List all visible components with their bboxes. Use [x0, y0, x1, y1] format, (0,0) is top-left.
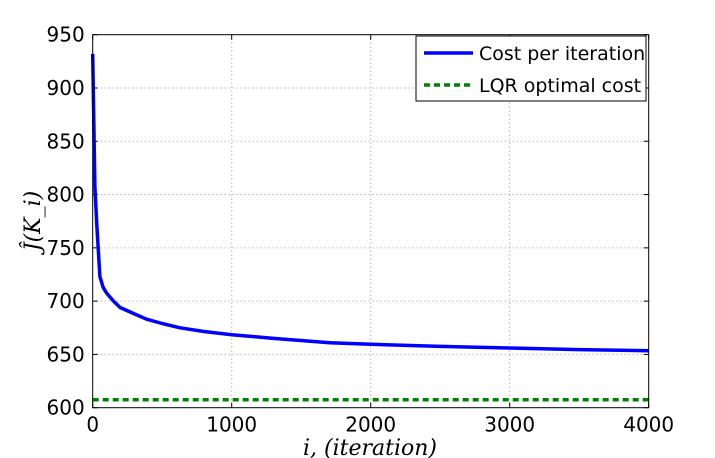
- legend: Cost per iteration LQR optimal cost: [415, 35, 647, 102]
- y-tick-label: 800: [47, 183, 85, 207]
- x-tick-label: 0: [86, 413, 99, 437]
- legend-box: [415, 35, 647, 102]
- series-layer: [90, 53, 649, 402]
- x-tick-label: 3000: [484, 413, 535, 437]
- series-line-cost: [90, 53, 649, 353]
- y-tick-label: 650: [47, 342, 85, 366]
- x-axis-label: i, (iteration): [303, 436, 437, 458]
- y-tick-label: 750: [47, 236, 85, 260]
- y-tick-label: 600: [47, 396, 85, 420]
- y-tick-label: 900: [47, 76, 85, 100]
- y-tick-label: 950: [47, 23, 85, 47]
- y-axis-label: Ĵ(K_i): [19, 191, 46, 255]
- legend-label-lqr: LQR optimal cost: [479, 75, 641, 97]
- x-tick-label: 4000: [623, 413, 674, 437]
- y-tick-label: 850: [47, 129, 85, 153]
- x-tick-label: 1000: [206, 413, 257, 437]
- tick-labels: 0 1000 2000 3000 4000 600 650 700 750 800 850 900 95…: [47, 23, 675, 437]
- x-tick-label: 2000: [345, 413, 396, 437]
- legend-label-cost: Cost per iteration: [479, 43, 645, 65]
- plot-frame: [92, 34, 650, 409]
- y-tick-label: 700: [47, 289, 85, 313]
